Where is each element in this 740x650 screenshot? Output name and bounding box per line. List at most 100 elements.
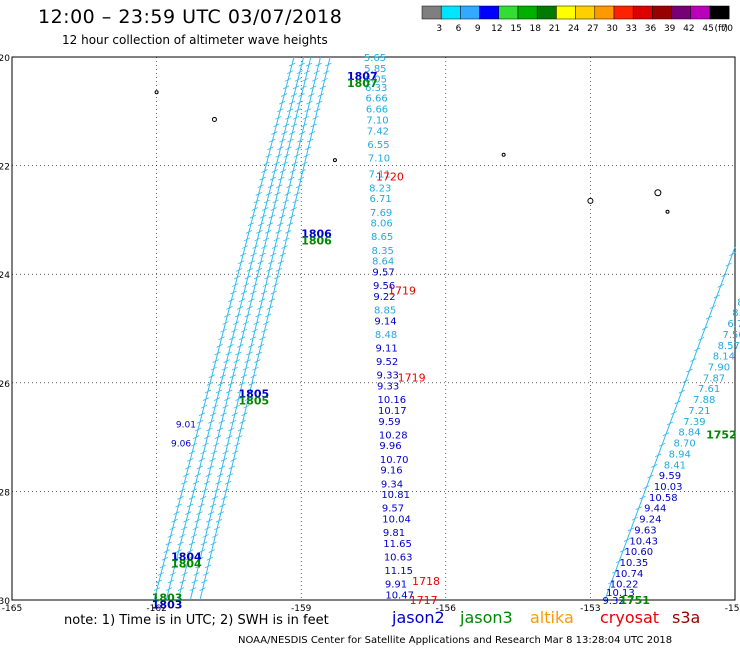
track-tick (201, 488, 209, 493)
track-tick (277, 222, 284, 227)
track-tick (266, 306, 274, 310)
track-tick (198, 412, 206, 417)
track-tick (204, 526, 211, 531)
swh-value: 10.04 (382, 515, 411, 526)
track-tick (192, 480, 200, 485)
track-tick (273, 123, 280, 128)
track-tick (310, 85, 317, 90)
track-tick (240, 328, 248, 333)
track-tick (234, 442, 241, 447)
swh-value: 11.15 (384, 566, 413, 577)
swh-value: 7.11 (369, 170, 391, 181)
legend-swatch (575, 5, 596, 20)
track-tick (215, 480, 222, 485)
track-tick (277, 176, 285, 181)
track-tick (283, 123, 290, 128)
x-tick-label: -165 (2, 604, 22, 614)
track-tick (167, 534, 174, 538)
track-tick (201, 579, 208, 584)
track-tick (197, 556, 204, 561)
track-tick (207, 511, 215, 515)
track-tick (185, 465, 192, 470)
track-tick (241, 245, 249, 249)
track-tick (198, 503, 205, 508)
time-label: 1719 (398, 371, 426, 384)
track-tick (297, 138, 304, 143)
track-tick (298, 93, 305, 97)
track-tick (238, 298, 246, 303)
track-tick (213, 397, 221, 401)
track-tick (169, 572, 177, 576)
swh-value: 9.56 (373, 281, 395, 292)
track-tick (233, 321, 240, 325)
track-tick (177, 541, 184, 546)
track-tick (192, 435, 200, 439)
track-tick (274, 275, 281, 280)
swh-value: 6.66 (365, 94, 387, 105)
legend-swatch (479, 5, 500, 20)
track-tick (295, 184, 303, 189)
track-tick (171, 518, 178, 523)
track-tick (296, 70, 303, 75)
track-tick (225, 351, 232, 356)
track-tick (187, 549, 194, 553)
track-tick (159, 564, 167, 569)
track-tick (251, 328, 259, 333)
track-tick (237, 427, 245, 432)
legend-label: 42 (683, 24, 694, 34)
track-tick (204, 435, 211, 439)
track-tick (623, 538, 631, 542)
track-tick (227, 382, 235, 386)
swh-value: 10.03 (654, 482, 683, 493)
swh-value: 9.57 (372, 267, 394, 278)
legend-swatch (594, 5, 615, 20)
swh-value: 9.33 (377, 371, 399, 382)
swh-value: 8.14 (713, 352, 735, 363)
track-tick (279, 100, 286, 105)
time-label: 1806 (301, 235, 332, 248)
track-tick (288, 100, 296, 105)
track-tick (686, 368, 693, 373)
track-tick (306, 138, 314, 143)
track-tick (294, 77, 302, 82)
track-tick (275, 229, 282, 234)
legend-jason2: jason2 (392, 608, 445, 627)
track-tick (697, 336, 705, 341)
track-tick (251, 207, 259, 211)
track-tick (226, 473, 234, 477)
legend-swatch (556, 5, 576, 20)
legend-swatch (536, 5, 557, 20)
track-tick (308, 131, 316, 135)
track-tick (252, 366, 259, 371)
swh-value: 7.39 (683, 417, 705, 428)
track-tick (196, 465, 203, 470)
track-tick (192, 526, 199, 531)
track-tick (240, 290, 248, 295)
track-tick (235, 397, 242, 401)
track-tick (243, 237, 251, 242)
data-labels: 5.655.856.056.336.666.667.107.426.557.10… (152, 53, 740, 611)
track-tick (300, 85, 307, 90)
track-tick (221, 496, 228, 500)
track-tick (245, 229, 253, 234)
track-tick (296, 100, 303, 105)
track-tick (209, 458, 216, 462)
track-tick (312, 115, 319, 120)
swh-value: 7.10 (368, 153, 390, 164)
track-tick (289, 131, 296, 135)
track-tick (306, 100, 313, 105)
track-tick (292, 199, 299, 204)
track-tick (286, 184, 293, 189)
track-tick (194, 518, 201, 523)
x-tick-label: -156 (436, 604, 457, 614)
track-tick (190, 488, 198, 493)
track-tick (208, 549, 215, 553)
track-tick (226, 306, 233, 310)
time-label: 1803 (152, 598, 183, 611)
swh-value: 8.06 (370, 219, 392, 230)
track-tick (212, 359, 219, 363)
track-tick (244, 397, 252, 401)
swh-value: 8.65 (371, 232, 393, 243)
legend-swatch (632, 5, 653, 20)
